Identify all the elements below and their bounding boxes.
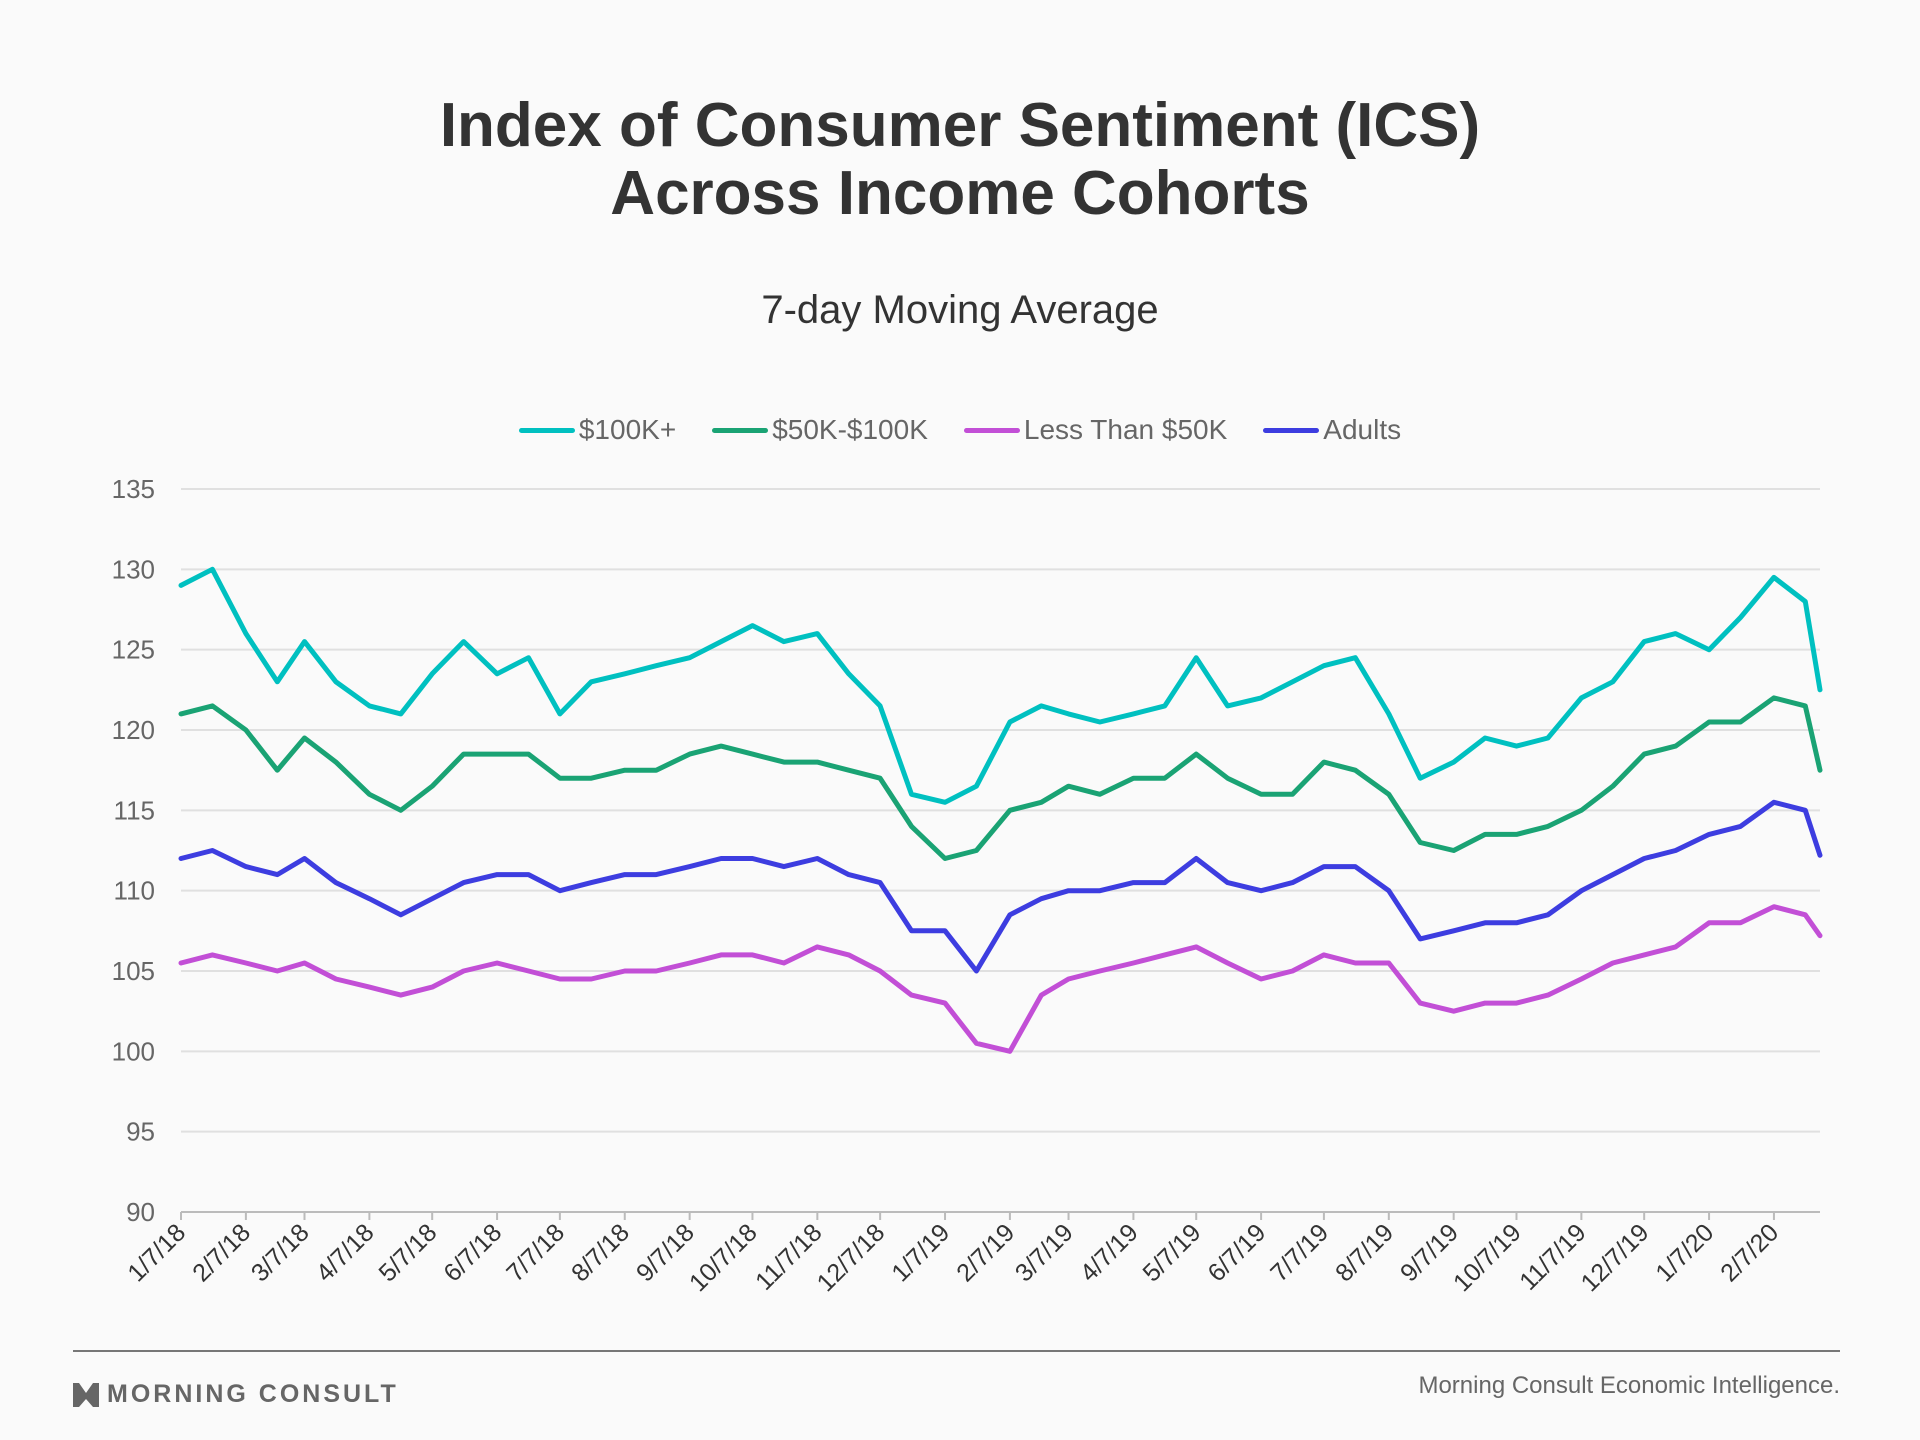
y-tick-label: 130 xyxy=(112,554,155,584)
series-line-3 xyxy=(178,799,1823,974)
legend-item[interactable]: $50K-$100K xyxy=(712,414,928,446)
x-tick-label: 2/7/20 xyxy=(1715,1218,1784,1287)
chart-title: Index of Consumer Sentiment (ICS) Across… xyxy=(0,92,1920,228)
series-line-1 xyxy=(178,695,1823,861)
morning-consult-logo: MORNING CONSULT xyxy=(73,1380,399,1409)
y-tick-label: 90 xyxy=(126,1197,155,1227)
legend-item[interactable]: Adults xyxy=(1263,414,1401,446)
source-note: Morning Consult Economic Intelligence. xyxy=(1418,1372,1840,1399)
x-tick-label: 7/7/19 xyxy=(1265,1218,1334,1287)
y-tick-label: 105 xyxy=(112,956,155,986)
x-tick-label: 10/7/19 xyxy=(1448,1218,1527,1297)
legend-swatch xyxy=(1263,427,1320,433)
legend-label: $100K+ xyxy=(578,414,677,445)
legend: $100K+ $50K-$100K Less Than $50K Adults xyxy=(0,414,1920,446)
chart-title-line2: Across Income Cohorts xyxy=(610,159,1310,228)
legend-label: Adults xyxy=(1323,414,1402,445)
x-tick-label: 2/7/18 xyxy=(187,1218,256,1287)
y-tick-label: 100 xyxy=(112,1036,155,1066)
x-tick-label: 5/7/18 xyxy=(373,1218,442,1287)
y-tick-label: 120 xyxy=(112,715,155,745)
legend-label: Less Than $50K xyxy=(1023,414,1228,445)
morning-consult-logo-icon xyxy=(73,1382,99,1407)
x-tick-label: 1/7/20 xyxy=(1650,1218,1719,1287)
x-tick-label: 4/7/19 xyxy=(1075,1218,1144,1287)
x-tick-label: 6/7/19 xyxy=(1202,1218,1271,1287)
x-tick-label: 8/7/18 xyxy=(566,1218,635,1287)
x-tick-label: 11/7/19 xyxy=(1514,1218,1591,1295)
y-tick-label: 125 xyxy=(112,635,155,665)
legend-label: $50K-$100K xyxy=(772,414,928,445)
x-tick-label: 4/7/18 xyxy=(311,1218,380,1287)
x-tick-label: 8/7/19 xyxy=(1330,1218,1399,1287)
y-tick-label: 135 xyxy=(112,474,155,504)
legend-swatch xyxy=(963,427,1020,433)
chart-subtitle: 7-day Moving Average xyxy=(761,288,1159,332)
series-line-0 xyxy=(178,566,1823,805)
x-tick-label: 3/7/19 xyxy=(1010,1218,1079,1287)
legend-item[interactable]: $100K+ xyxy=(518,414,677,446)
line-chart: 90 95 100 105 110 115 120 125 130 135 1/7/182/7/18… xyxy=(112,474,1823,1297)
x-tick-label: 3/7/18 xyxy=(246,1218,315,1287)
x-tick-label: 6/7/18 xyxy=(438,1218,507,1287)
legend-item[interactable]: Less Than $50K xyxy=(963,414,1228,446)
y-tick-label: 110 xyxy=(114,876,155,906)
legend-swatch xyxy=(712,427,769,433)
x-tick-label: 11/7/18 xyxy=(750,1218,827,1295)
x-tick-label: 12/7/18 xyxy=(812,1218,891,1297)
legend-swatch xyxy=(518,427,575,433)
y-tick-label: 115 xyxy=(114,795,155,825)
x-tick-label: 12/7/19 xyxy=(1576,1218,1655,1297)
x-tick-label: 5/7/19 xyxy=(1138,1218,1207,1287)
y-tick-label: 95 xyxy=(126,1117,155,1147)
x-tick-label: 2/7/19 xyxy=(951,1218,1020,1287)
x-tick-label: 7/7/18 xyxy=(501,1218,570,1287)
footer-divider xyxy=(73,1350,1840,1352)
brand-name: MORNING CONSULT xyxy=(107,1380,399,1408)
x-tick-label: 1/7/19 xyxy=(886,1218,955,1287)
chart-title-line1: Index of Consumer Sentiment (ICS) xyxy=(439,91,1481,160)
x-tick-label: 1/7/18 xyxy=(122,1218,191,1287)
x-tick-label: 10/7/18 xyxy=(684,1218,763,1297)
